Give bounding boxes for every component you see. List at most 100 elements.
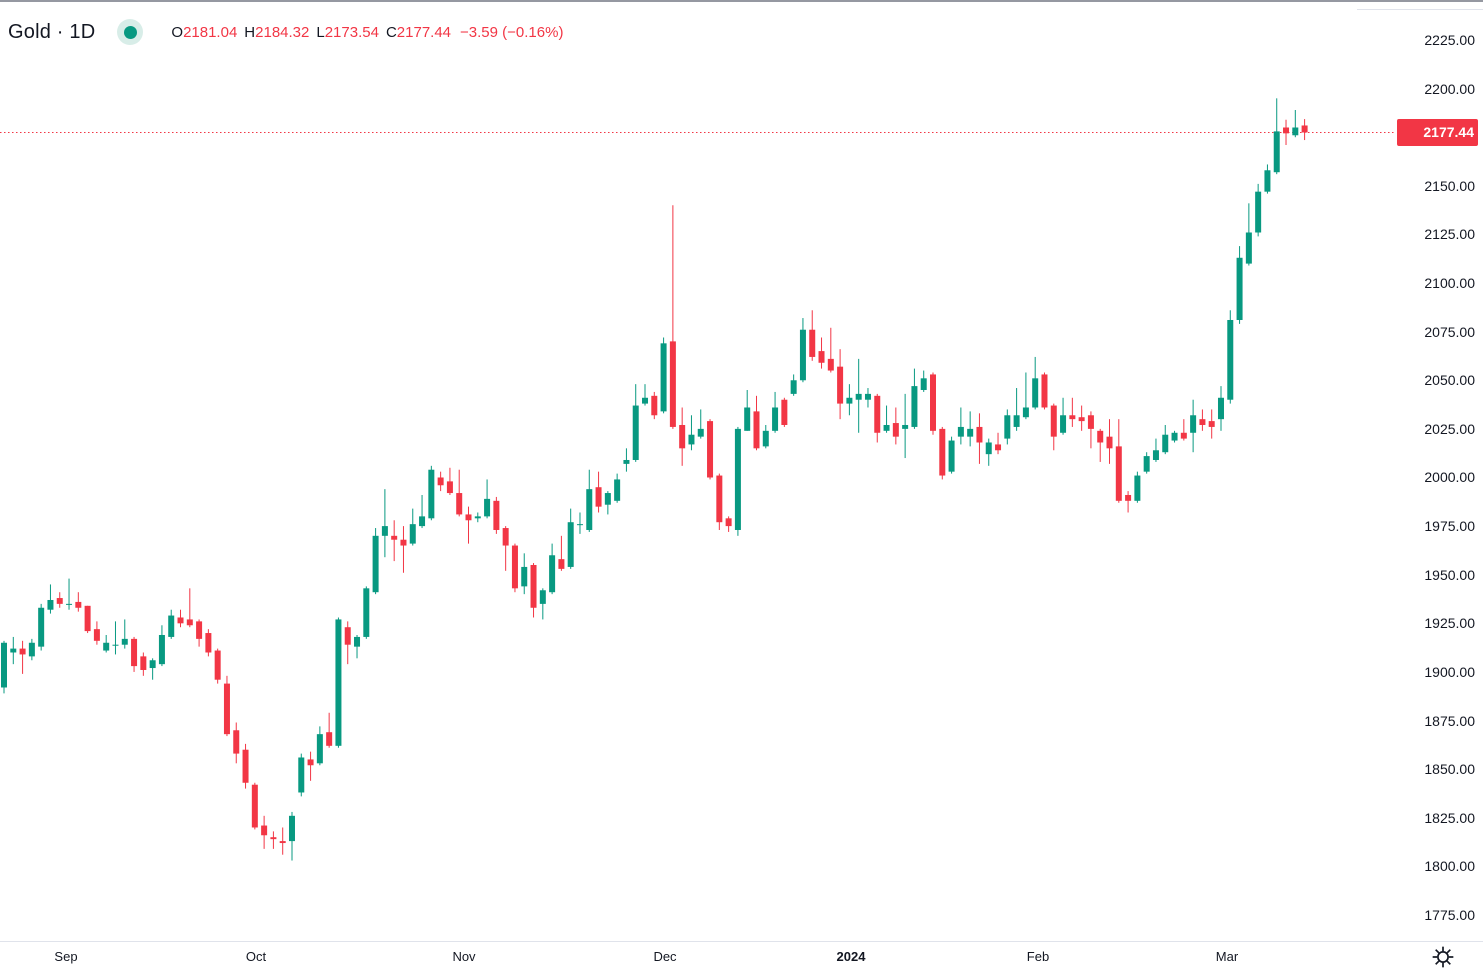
candle xyxy=(196,619,203,647)
candle xyxy=(660,337,667,414)
ohlc-low: L2173.54 xyxy=(316,23,379,41)
candle xyxy=(762,424,769,449)
candle xyxy=(484,479,491,519)
candle xyxy=(902,393,909,459)
dot-inner xyxy=(123,25,137,39)
candle xyxy=(121,619,128,649)
price-axis-label: 2100.00 xyxy=(1424,275,1475,292)
candle xyxy=(1134,471,1141,503)
price-axis-label: 1900.00 xyxy=(1424,663,1475,680)
candle xyxy=(56,592,63,608)
candle xyxy=(558,535,565,571)
price-axis-label: 2225.00 xyxy=(1424,32,1475,48)
candle xyxy=(957,407,964,445)
candle xyxy=(790,374,797,396)
candle xyxy=(855,358,862,433)
candle xyxy=(251,782,258,830)
candle xyxy=(177,609,184,628)
candle xyxy=(140,652,147,676)
candle xyxy=(642,384,649,406)
symbol-title[interactable]: Gold · 1D xyxy=(8,20,96,43)
candle xyxy=(1,640,7,694)
time-axis-label: Feb xyxy=(1026,949,1050,964)
price-axis-label: 2000.00 xyxy=(1424,469,1475,486)
candle xyxy=(112,621,119,655)
candle xyxy=(233,722,240,764)
candle xyxy=(799,318,806,383)
candle xyxy=(223,675,230,737)
time-axis-label: Oct xyxy=(245,949,267,964)
candle xyxy=(381,489,388,558)
price-axis-label: 2050.00 xyxy=(1424,372,1475,389)
candle xyxy=(186,588,193,628)
price-axis-label: 2075.00 xyxy=(1424,323,1475,340)
last-price-badge: 2177.44 xyxy=(1397,118,1478,146)
time-axis-separator xyxy=(0,941,1483,942)
candle xyxy=(679,407,686,466)
price-axis-label: 1775.00 xyxy=(1424,906,1475,923)
ohlc-open: O2181.04 xyxy=(171,23,238,41)
candle xyxy=(1162,424,1169,455)
price-axis-label: 2125.00 xyxy=(1424,226,1475,243)
candle xyxy=(335,617,342,748)
time-axis-label: Dec xyxy=(653,949,677,964)
candle xyxy=(131,636,138,672)
candle xyxy=(261,815,268,849)
candle xyxy=(725,516,732,532)
candle xyxy=(1292,109,1299,138)
time-axis-label: 2024 xyxy=(836,949,866,964)
candle xyxy=(242,743,249,789)
candle xyxy=(1152,438,1159,462)
candle xyxy=(734,426,741,536)
time-axis-settings-button[interactable] xyxy=(1431,945,1455,969)
candle xyxy=(846,384,853,416)
candle xyxy=(781,397,788,427)
candle xyxy=(1190,399,1197,453)
time-axis-label: Nov xyxy=(452,949,476,964)
candle xyxy=(1171,430,1178,443)
candle xyxy=(837,349,844,420)
candle xyxy=(567,508,574,569)
candle xyxy=(75,592,82,612)
candle xyxy=(400,526,407,573)
candle xyxy=(883,405,890,433)
candle xyxy=(428,465,435,521)
price-axis-label: 1925.00 xyxy=(1424,615,1475,632)
candle xyxy=(372,528,379,595)
price-axis-top-line xyxy=(1357,9,1483,10)
time-axis-label: Mar xyxy=(1215,949,1239,964)
candle xyxy=(1199,409,1206,431)
price-axis-label: 1875.00 xyxy=(1424,712,1475,729)
candle xyxy=(149,658,156,680)
candle xyxy=(47,584,54,614)
candle xyxy=(103,634,110,653)
candle xyxy=(521,553,528,595)
candle xyxy=(614,473,621,503)
candle xyxy=(707,419,714,480)
candle xyxy=(818,337,825,369)
time-axis-label: Sep xyxy=(54,949,78,964)
candle xyxy=(930,372,936,435)
candle xyxy=(744,389,751,431)
candle xyxy=(911,368,918,429)
candle xyxy=(632,384,639,462)
candle xyxy=(772,391,779,433)
candle xyxy=(939,426,946,480)
candle xyxy=(1236,246,1243,324)
candle xyxy=(437,471,444,492)
ohlc-readout: O2181.04 H2184.32 L2173.54 C2177.44 −3.5… xyxy=(171,24,563,41)
data-source-dot-icon xyxy=(117,19,144,45)
candle xyxy=(1264,164,1271,194)
change-readout: −3.59 (−0.16%) xyxy=(460,23,564,41)
candle xyxy=(307,751,314,781)
candle xyxy=(1004,409,1011,445)
candle xyxy=(920,370,927,392)
candle xyxy=(354,634,361,659)
candle xyxy=(1208,409,1215,439)
candle xyxy=(465,506,472,544)
candle xyxy=(697,409,704,439)
candle xyxy=(298,753,305,797)
candle xyxy=(19,640,26,674)
